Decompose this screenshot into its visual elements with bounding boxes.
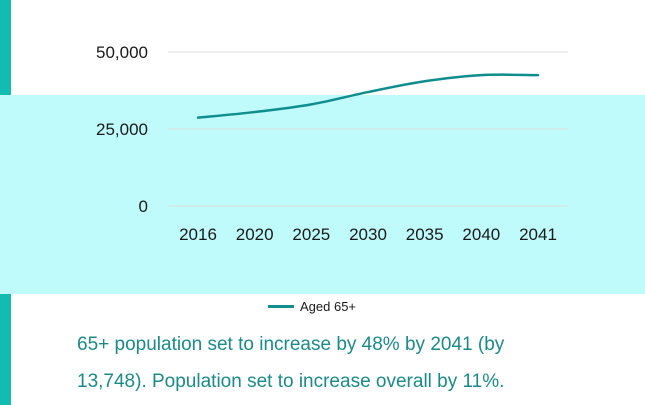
y-tick-label: 0 [139, 197, 148, 216]
highlight-band [0, 95, 645, 294]
x-tick-label: 2016 [179, 225, 217, 244]
legend-label: Aged 65+ [300, 298, 357, 314]
data-point [310, 103, 312, 105]
x-tick-label: 2041 [519, 225, 557, 244]
legend: Aged 65+ [268, 296, 356, 316]
x-tick-label: 2030 [349, 225, 387, 244]
x-tick-label: 2035 [406, 225, 444, 244]
data-point [537, 74, 539, 76]
caption-line-1: 65+ population set to increase by 48% by… [77, 334, 505, 355]
data-point [253, 111, 255, 113]
series-line [196, 73, 540, 119]
data-point [480, 74, 482, 76]
y-axis-ticks: 0 25,000 50,000 [96, 43, 148, 216]
y-tick-label: 25,000 [96, 120, 148, 139]
x-tick-label: 2040 [462, 225, 500, 244]
caption-line-2: 13,748). Population set to increase over… [77, 371, 505, 392]
x-tick-label: 2025 [292, 225, 330, 244]
series-group [196, 73, 540, 119]
grid-lines [168, 51, 568, 207]
caption: 65+ population set to increase by 48% by… [77, 326, 637, 400]
data-point [423, 80, 425, 82]
x-tick-label: 2020 [236, 225, 274, 244]
data-point [197, 116, 199, 118]
x-axis-ticks: 2016 2020 2025 2030 2035 2040 2041 [179, 225, 557, 244]
y-tick-label: 50,000 [96, 43, 148, 62]
legend-swatch [268, 304, 294, 308]
data-point [367, 91, 369, 93]
